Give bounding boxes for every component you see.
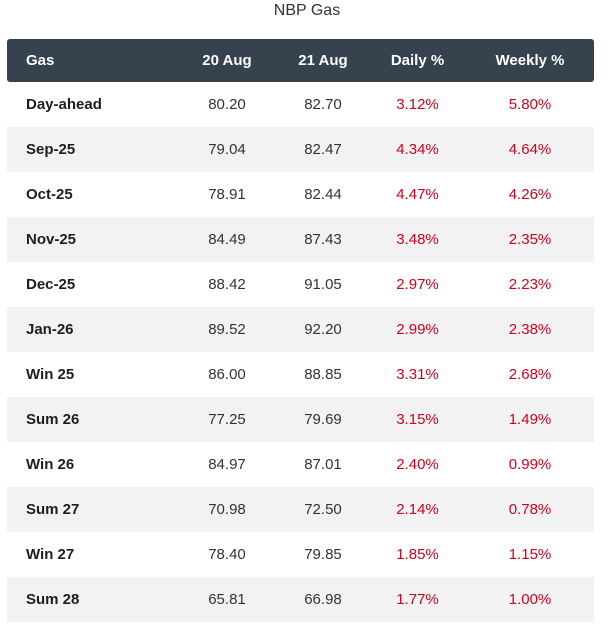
table-row: Nov-25 84.49 87.43 3.48% 2.35%	[7, 217, 594, 262]
daily-change: 1.77%	[396, 591, 439, 608]
current-price: 66.98	[304, 591, 342, 608]
contract-name: Oct-25	[26, 186, 73, 203]
price-table: Gas 20 Aug 21 Aug Daily % Weekly % Day-a…	[7, 39, 594, 622]
previous-price: 84.97	[208, 456, 246, 473]
weekly-change: 5.80%	[508, 96, 552, 113]
current-price: 82.70	[304, 96, 342, 113]
contract-name: Sum 27	[26, 501, 80, 518]
table-row: Sep-25 79.04 82.47 4.34% 4.64%	[7, 127, 594, 172]
previous-price: 77.25	[208, 411, 246, 428]
weekly-change: 0.99%	[508, 456, 552, 473]
contract-name: Dec-25	[26, 276, 76, 293]
contract-name: Nov-25	[26, 231, 77, 248]
contract-name: Win 25	[26, 366, 75, 383]
daily-change: 2.40%	[396, 456, 439, 473]
current-price: 82.44	[304, 186, 342, 203]
contract-name: Day-ahead	[26, 96, 102, 113]
daily-change: 3.12%	[396, 96, 439, 113]
weekly-change: 1.49%	[508, 411, 552, 428]
table-row: Win 26 84.97 87.01 2.40% 0.99%	[7, 442, 594, 487]
daily-change: 4.47%	[396, 186, 439, 203]
current-price: 79.69	[304, 411, 342, 428]
weekly-change: 4.64%	[508, 141, 552, 158]
daily-change: 3.48%	[396, 231, 439, 248]
current-price: 72.50	[304, 501, 342, 518]
current-price: 88.85	[304, 366, 342, 383]
previous-price: 65.81	[208, 591, 246, 608]
weekly-change: 1.15%	[508, 546, 552, 563]
weekly-change: 2.23%	[508, 276, 552, 293]
current-price: 87.01	[304, 456, 342, 473]
previous-price: 86.00	[208, 366, 246, 383]
table-row: Day-ahead 80.20 82.70 3.12% 5.80%	[7, 82, 594, 127]
weekly-change: 2.68%	[508, 366, 552, 383]
previous-price: 80.20	[208, 96, 246, 113]
previous-price: 84.49	[208, 231, 246, 248]
table-row: Win 27 78.40 79.85 1.85% 1.15%	[7, 532, 594, 577]
contract-name: Win 26	[26, 456, 75, 473]
daily-change: 2.97%	[396, 276, 439, 293]
table-row: Win 25 86.00 88.85 3.31% 2.68%	[7, 352, 594, 397]
weekly-change: 2.35%	[508, 231, 552, 248]
table-header-row: Gas 20 Aug 21 Aug Daily % Weekly %	[7, 39, 594, 82]
contract-name: Sum 26	[26, 411, 80, 428]
current-price: 91.05	[304, 276, 342, 293]
daily-change: 2.99%	[396, 321, 439, 338]
current-price: 79.85	[304, 546, 342, 563]
table-title: NBP Gas	[273, 2, 341, 19]
table-row: Oct-25 78.91 82.44 4.47% 4.26%	[7, 172, 594, 217]
table-row: Jan-26 89.52 92.20 2.99% 2.38%	[7, 307, 594, 352]
weekly-change: 2.38%	[508, 321, 552, 338]
column-header-daily: Daily %	[390, 52, 445, 69]
daily-change: 3.15%	[396, 411, 439, 428]
contract-name: Sum 28	[26, 591, 80, 608]
previous-price: 78.40	[208, 546, 246, 563]
daily-change: 1.85%	[396, 546, 439, 563]
contract-name: Win 27	[26, 546, 75, 563]
column-header-previous: 20 Aug	[202, 52, 252, 69]
weekly-change: 4.26%	[508, 186, 552, 203]
daily-change: 3.31%	[396, 366, 439, 383]
table-row: Sum 28 65.81 66.98 1.77% 1.00%	[7, 577, 594, 622]
current-price: 92.20	[304, 321, 342, 338]
column-header-current: 21 Aug	[298, 52, 348, 69]
current-price: 82.47	[304, 141, 342, 158]
table-row: Sum 27 70.98 72.50 2.14% 0.78%	[7, 487, 594, 532]
current-price: 87.43	[304, 231, 342, 248]
previous-price: 70.98	[208, 501, 246, 518]
daily-change: 2.14%	[396, 501, 439, 518]
weekly-change: 1.00%	[508, 591, 552, 608]
column-header-weekly: Weekly %	[495, 52, 565, 69]
previous-price: 88.42	[208, 276, 246, 293]
previous-price: 89.52	[208, 321, 246, 338]
previous-price: 78.91	[208, 186, 246, 203]
contract-name: Sep-25	[26, 141, 76, 158]
contract-name: Jan-26	[26, 321, 74, 338]
table-row: Dec-25 88.42 91.05 2.97% 2.23%	[7, 262, 594, 307]
column-header-gas: Gas	[26, 52, 55, 69]
daily-change: 4.34%	[396, 141, 439, 158]
table-row: Sum 26 77.25 79.69 3.15% 1.49%	[7, 397, 594, 442]
weekly-change: 0.78%	[508, 501, 552, 518]
previous-price: 79.04	[208, 141, 246, 158]
